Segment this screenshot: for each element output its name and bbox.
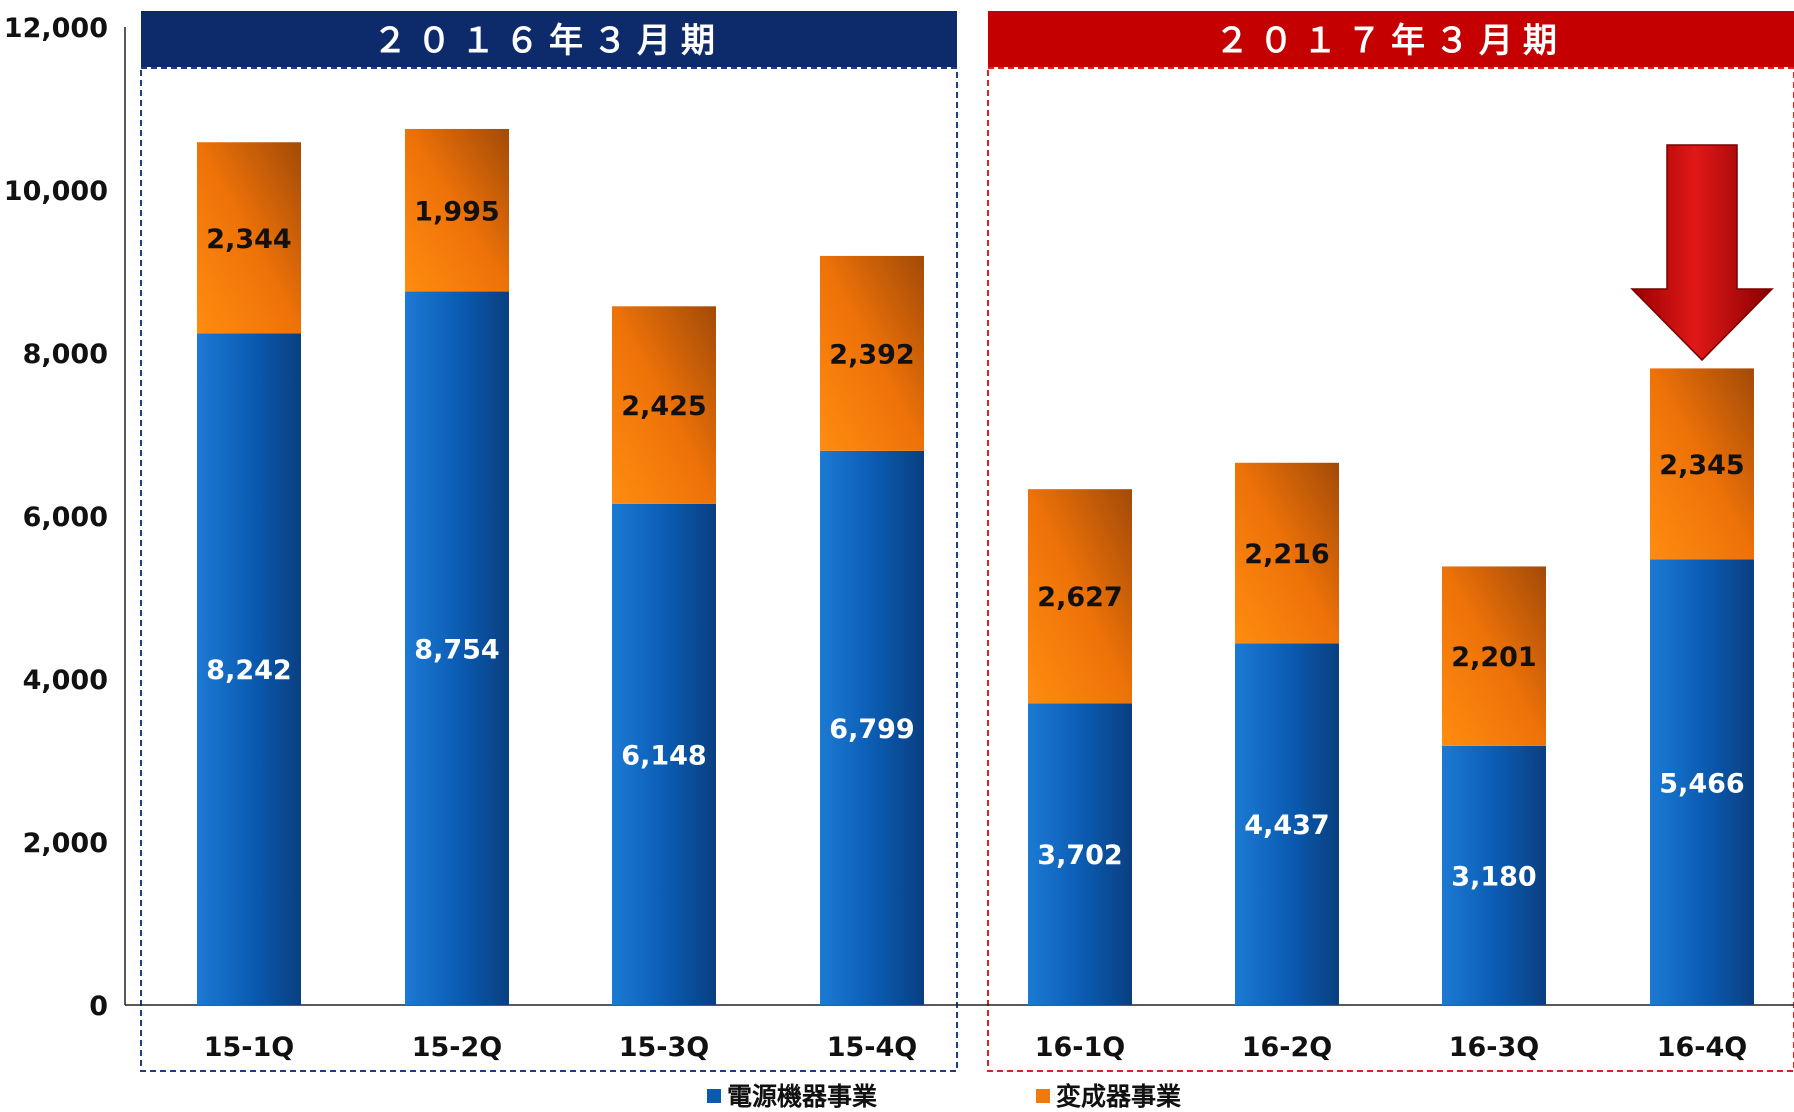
down-arrow-icon [1630, 144, 1774, 362]
data-label: 6,799 [829, 714, 914, 745]
bar-segment [1235, 643, 1339, 1005]
group-title-2: ２０１７年３月期 [1215, 21, 1567, 61]
bar-segment [820, 255, 924, 451]
bar-segment [612, 306, 716, 504]
data-label: 2,345 [1659, 450, 1744, 481]
data-label: 2,201 [1451, 642, 1536, 673]
bar-segment [612, 503, 716, 1005]
data-label: 8,754 [414, 634, 499, 665]
group-title-1: ２０１６年３月期 [373, 21, 725, 61]
data-label: 3,180 [1451, 861, 1536, 892]
bar-segment [1650, 368, 1754, 560]
x-tick-label: 16-2Q [1242, 1032, 1333, 1063]
data-label: 6,148 [621, 740, 706, 771]
bar-segment [405, 128, 509, 292]
bar-segment [197, 333, 301, 1006]
group-header-1 [141, 11, 957, 67]
y-tick-label: 8,000 [23, 339, 108, 370]
data-label: 8,242 [206, 655, 291, 686]
data-label: 3,702 [1037, 840, 1122, 871]
x-tick-label: 16-4Q [1657, 1032, 1748, 1063]
bar-segment [405, 291, 509, 1005]
data-label: 2,344 [206, 224, 291, 255]
legend-label: 電源機器事業 [727, 1082, 877, 1111]
bar-segment [1028, 703, 1132, 1005]
data-label: 1,995 [414, 196, 499, 227]
x-tick-label: 15-3Q [619, 1032, 710, 1063]
data-label: 4,437 [1244, 810, 1329, 841]
x-tick-label: 15-4Q [827, 1032, 918, 1063]
x-tick-label: 15-2Q [412, 1032, 503, 1063]
bar-segment [1442, 566, 1546, 746]
bar-segment [1442, 745, 1546, 1005]
x-tick-label: 15-1Q [204, 1032, 295, 1063]
bar-segment [1235, 462, 1339, 644]
bar-segment [1650, 559, 1754, 1005]
group-frame-2 [987, 67, 1794, 1072]
data-label: 2,216 [1244, 539, 1329, 570]
bar-segment [1028, 489, 1132, 704]
group-header-2 [988, 11, 1794, 67]
y-tick-label: 6,000 [23, 502, 108, 533]
legend-label: 変成器事業 [1056, 1082, 1181, 1111]
data-label: 2,425 [621, 391, 706, 422]
x-tick-label: 16-3Q [1449, 1032, 1540, 1063]
bar-segment [820, 450, 924, 1006]
x-tick-label: 16-1Q [1035, 1032, 1126, 1063]
data-label: 2,627 [1037, 582, 1122, 613]
bar-segment [197, 142, 301, 334]
data-label: 5,466 [1659, 768, 1744, 799]
data-label: 2,392 [829, 339, 914, 370]
y-tick-label: 2,000 [23, 828, 108, 859]
legend-swatch [1036, 1089, 1050, 1103]
legend-swatch [707, 1089, 721, 1103]
y-tick-label: 12,000 [4, 13, 108, 44]
y-tick-label: 4,000 [23, 665, 108, 696]
y-tick-label: 10,000 [4, 176, 108, 207]
y-tick-label: 0 [89, 991, 108, 1022]
